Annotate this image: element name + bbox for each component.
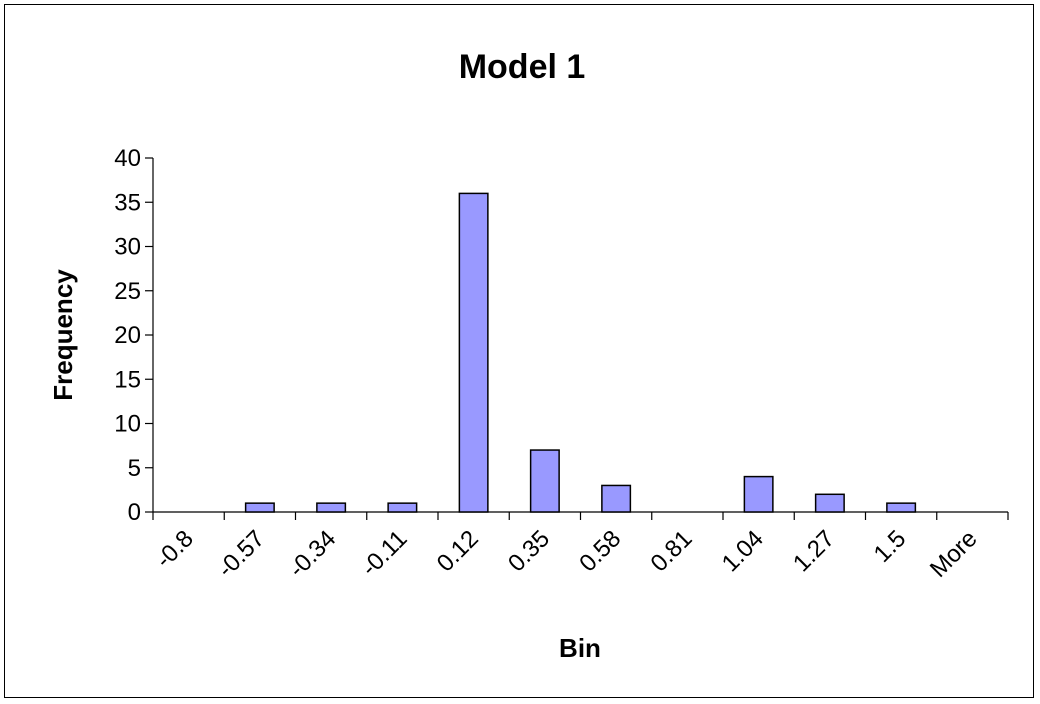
y-tick-label: 35 (114, 189, 141, 216)
y-tick-label: 10 (114, 411, 141, 438)
y-tick-label: 5 (128, 455, 141, 482)
x-tick-label: 0.35 (503, 525, 555, 577)
x-tick-label: -0.34 (284, 525, 342, 583)
x-tick-label: 0.81 (645, 525, 697, 577)
x-tick-label: 1.5 (869, 525, 912, 568)
x-tick-label: 1.27 (788, 525, 840, 577)
y-tick-label: 40 (114, 145, 141, 172)
y-tick-label: 15 (114, 366, 141, 393)
x-tick-label: -0.57 (212, 525, 270, 583)
bar-1.5 (886, 502, 917, 513)
x-tick-label: -0.8 (151, 525, 199, 573)
y-tick-label: 20 (114, 322, 141, 349)
chart-title: Model 1 (459, 48, 586, 86)
bar--0.57 (244, 502, 275, 513)
y-tick-label: 30 (114, 234, 141, 261)
y-tick-label: 0 (128, 499, 141, 526)
x-tick-label: 1.04 (717, 525, 769, 577)
x-tick-label: 0.12 (432, 525, 484, 577)
bar-1.27 (814, 493, 845, 513)
x-tick-label: -0.11 (356, 525, 413, 582)
x-tick-label: More (925, 525, 983, 583)
y-tick-label: 25 (114, 278, 141, 305)
x-axis-title: Bin (559, 633, 601, 663)
x-axis: -0.8 -0.57 -0.34 -0.11 0.12 0.35 0.58 0.81 1.04 1… (151, 511, 1009, 583)
bar-0.12 (458, 192, 489, 513)
bar-0.35 (529, 449, 560, 513)
bar-0.58 (601, 484, 632, 513)
bars (244, 192, 917, 513)
bar--0.11 (387, 502, 418, 513)
y-axis: 0 5 10 15 20 25 30 35 40 (114, 145, 154, 526)
bar-1.04 (743, 475, 774, 513)
y-axis-title: Frequency (48, 269, 78, 401)
chart-frame (4, 4, 1034, 698)
bar--0.34 (316, 502, 347, 513)
x-tick-label: 0.58 (574, 525, 626, 577)
